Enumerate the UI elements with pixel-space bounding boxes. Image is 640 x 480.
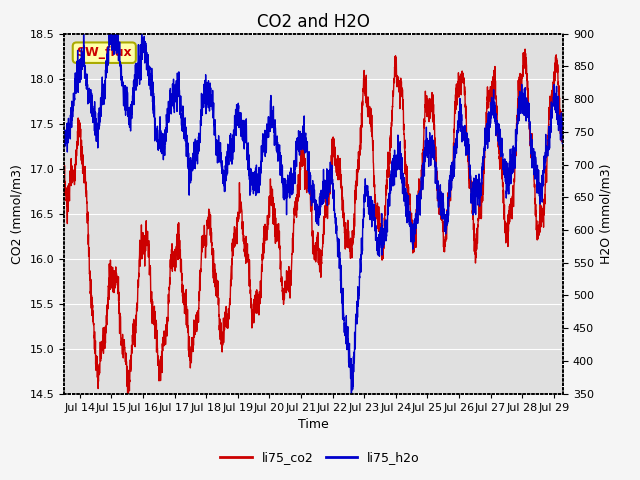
li75_h2o bbox=[348, 392, 355, 398]
li75_h2o bbox=[106, 17, 114, 23]
li75_co2 bbox=[117, 337, 125, 343]
Line: li75_h2o: li75_h2o bbox=[64, 20, 563, 395]
li75_h2o bbox=[273, 133, 281, 139]
li75_h2o bbox=[550, 99, 557, 105]
li75_h2o bbox=[60, 123, 68, 129]
Legend: li75_co2, li75_h2o: li75_co2, li75_h2o bbox=[215, 446, 425, 469]
Title: CO2 and H2O: CO2 and H2O bbox=[257, 12, 370, 31]
li75_co2 bbox=[559, 141, 567, 146]
Y-axis label: H2O (mmol/m3): H2O (mmol/m3) bbox=[600, 163, 612, 264]
Text: SW_flux: SW_flux bbox=[77, 46, 132, 59]
li75_co2 bbox=[252, 310, 259, 316]
li75_h2o bbox=[559, 136, 567, 142]
li75_co2 bbox=[147, 290, 155, 296]
li75_co2 bbox=[60, 160, 68, 166]
Line: li75_co2: li75_co2 bbox=[64, 49, 563, 394]
li75_h2o bbox=[252, 165, 259, 171]
X-axis label: Time: Time bbox=[298, 418, 329, 431]
li75_co2 bbox=[496, 167, 504, 172]
li75_h2o bbox=[496, 144, 504, 150]
Y-axis label: CO2 (mmol/m3): CO2 (mmol/m3) bbox=[11, 164, 24, 264]
li75_h2o bbox=[117, 77, 125, 83]
li75_co2 bbox=[521, 46, 529, 52]
li75_h2o bbox=[147, 71, 155, 77]
li75_co2 bbox=[273, 232, 281, 238]
li75_co2 bbox=[124, 391, 131, 396]
li75_co2 bbox=[550, 69, 557, 75]
